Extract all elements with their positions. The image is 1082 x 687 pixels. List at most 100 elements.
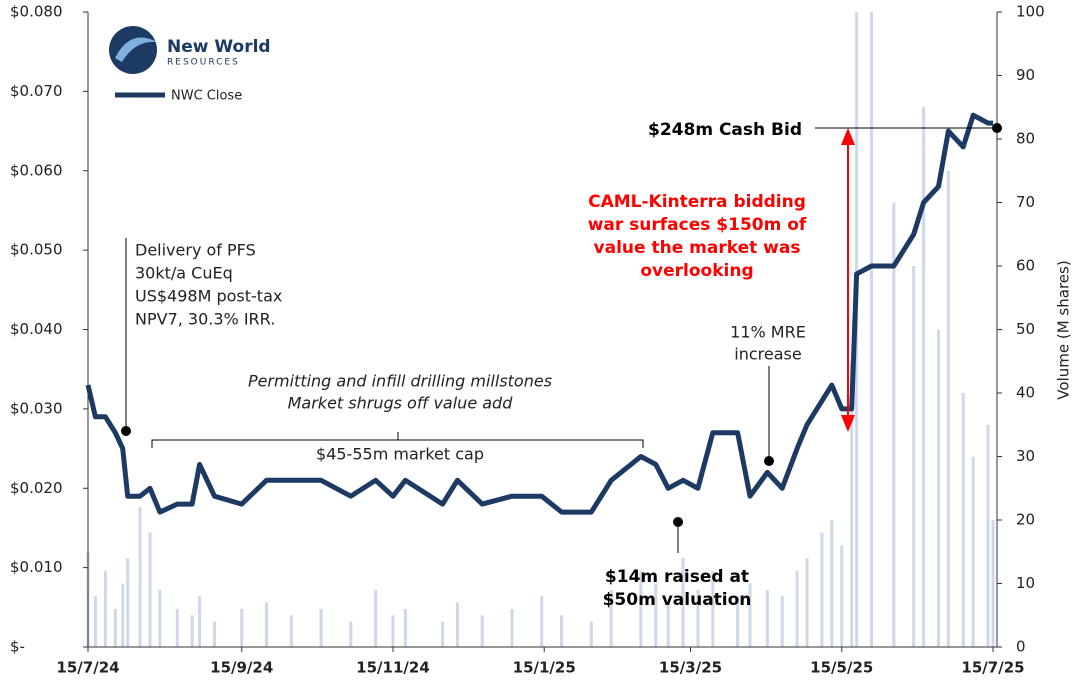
volume-bar	[240, 608, 244, 647]
annotation: overlooking	[640, 261, 753, 281]
volume-bar	[455, 602, 459, 647]
volume-bar	[711, 570, 715, 647]
annotation: NPV7, 30.3% IRR.	[135, 310, 275, 329]
volume-bar	[560, 615, 564, 647]
annotation: CAML-Kinterra bidding	[588, 192, 806, 212]
annotation: $45-55m market cap	[316, 445, 484, 464]
annotation: Delivery of PFS	[135, 241, 256, 260]
x-tick-label: 15/7/24	[56, 659, 119, 677]
y2-tick-label: 50	[1016, 320, 1035, 338]
volume-bar	[830, 520, 834, 647]
x-tick-label: 15/11/24	[356, 659, 430, 677]
y-tick-label: $0.030	[10, 399, 63, 417]
callout-dot	[673, 517, 683, 527]
y-tick-label: $0.010	[10, 558, 63, 576]
volume-bar	[892, 202, 896, 647]
annotation: value the market was	[594, 238, 801, 258]
x-tick-label: 15/3/25	[659, 659, 722, 677]
y-tick-label: $0.080	[10, 3, 63, 21]
volume-bar	[198, 596, 202, 647]
volume-bar	[654, 583, 658, 647]
callout-dot	[121, 426, 131, 436]
y2-tick-label: 20	[1016, 511, 1035, 529]
volume-bar	[946, 170, 950, 647]
volume-bar	[480, 615, 484, 647]
arrow-head	[841, 415, 855, 432]
volume-bar	[805, 558, 809, 647]
annotation: Permitting and infill drilling millstone…	[248, 372, 552, 391]
volume-bar	[748, 583, 752, 647]
x-tick-label: 15/5/25	[810, 659, 873, 677]
volume-bar	[319, 608, 323, 647]
volume-bar	[961, 393, 965, 647]
volume-bar	[639, 570, 643, 647]
logo-swoosh	[115, 37, 157, 62]
y-tick-label: $0.070	[10, 82, 63, 100]
volume-bar	[780, 596, 784, 647]
annotation: $14m raised at	[605, 567, 749, 587]
volume-bar	[609, 589, 613, 647]
arrow-head	[841, 128, 855, 145]
x-tick-label: 15/7/25	[961, 659, 1024, 677]
volume-bar	[870, 12, 874, 647]
volume-bar	[912, 266, 916, 647]
volume-bar	[391, 615, 395, 647]
y2-axis-label: Volume (M shares)	[1055, 260, 1073, 399]
volume-bar	[175, 608, 179, 647]
annotation: 11% MRE	[730, 323, 806, 342]
volume-bar	[840, 545, 844, 647]
y2-tick-label: 40	[1016, 384, 1035, 402]
volume-bar	[158, 589, 162, 647]
volume-bar	[820, 532, 824, 647]
y2-tick-label: 70	[1016, 193, 1035, 211]
volume-bar	[510, 608, 514, 647]
volume-bar	[589, 621, 593, 647]
annotation: US$498M post-tax	[135, 287, 282, 306]
volume-bar	[666, 602, 670, 647]
volume-bar	[148, 532, 152, 647]
volume-bar	[113, 608, 117, 647]
annotation: Market shrugs off value add	[288, 394, 514, 413]
callout-dot	[992, 123, 1002, 133]
volume-bar	[93, 596, 97, 647]
y2-tick-label: 10	[1016, 574, 1035, 592]
volume-bar	[374, 589, 378, 647]
y2-tick-label: 100	[1016, 3, 1045, 21]
y2-tick-label: 90	[1016, 66, 1035, 84]
legend-label: NWC Close	[171, 89, 242, 104]
y2-tick-label: 30	[1016, 447, 1035, 465]
y-tick-label: $-	[10, 638, 25, 656]
y-tick-label: $0.020	[10, 479, 63, 497]
volume-bar	[212, 621, 216, 647]
volume-bar	[289, 615, 293, 647]
volume-bar	[696, 589, 700, 647]
annotation: war surfaces $150m of	[588, 215, 807, 235]
logo-name: New World	[167, 37, 271, 57]
annotation: $248m Cash Bid	[648, 120, 802, 140]
volume-bar	[265, 602, 269, 647]
volume-bar	[103, 570, 107, 647]
volume-bar	[138, 507, 142, 647]
y-tick-label: $0.050	[10, 241, 63, 259]
y2-tick-label: 60	[1016, 257, 1035, 275]
x-tick-label: 15/1/25	[513, 659, 576, 677]
volume-bar	[441, 621, 445, 647]
volume-bar	[121, 583, 125, 647]
x-tick-label: 15/9/24	[210, 659, 273, 677]
volume-bar	[190, 615, 194, 647]
volume-bar	[736, 596, 740, 647]
y2-tick-label: 80	[1016, 130, 1035, 148]
volume-bar	[986, 424, 990, 647]
volume-bar	[349, 621, 353, 647]
y-tick-label: $0.060	[10, 161, 63, 179]
logo-sub: RESOURCES	[167, 58, 240, 68]
y2-tick-label: 0	[1016, 638, 1026, 656]
volume-bar	[922, 107, 926, 647]
volume-bar	[126, 558, 130, 647]
annotation: 30kt/a CuEq	[135, 264, 233, 283]
y-tick-label: $0.040	[10, 320, 63, 338]
volume-bar	[795, 570, 799, 647]
callout-dot	[764, 456, 774, 466]
volume-bar	[765, 589, 769, 647]
